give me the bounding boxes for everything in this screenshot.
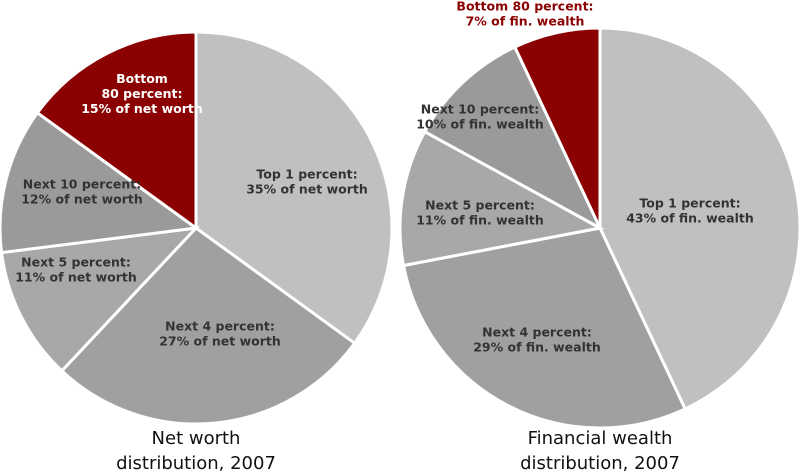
slice-label-1-2-line-1: 11% of fin. wealth xyxy=(416,213,544,228)
financial-wealth-title-line-2: distribution, 2007 xyxy=(520,453,680,473)
slice-label-1-0-line-0: Top 1 percent: xyxy=(639,196,740,211)
slice-label-1-4-line-0: Bottom 80 percent: xyxy=(456,0,593,14)
pie-slice-0-2 xyxy=(0,225,200,374)
slice-label-1-1-line-0: Next 4 percent: xyxy=(482,325,592,340)
pie-slice-1-3 xyxy=(422,45,604,232)
slice-label-0-3-line-1: 12% of net worth xyxy=(21,192,143,207)
pie-slice-1-4 xyxy=(512,26,602,229)
pie-slice-1-1 xyxy=(401,226,688,430)
financial-wealth-pie: Top 1 percent:43% of fin. wealth Next 4 p… xyxy=(398,0,800,430)
slice-label-0-4-line-1: 80 percent: xyxy=(101,86,182,101)
pie-slice-0-4 xyxy=(35,30,198,231)
net-worth-title-line-2: distribution, 2007 xyxy=(116,453,276,473)
pie-slice-1-2 xyxy=(398,129,605,268)
slice-label-0-4-line-0: Bottom xyxy=(116,71,168,86)
slice-label-0-2-line-0: Next 5 percent: xyxy=(21,255,131,270)
slice-label-1-3-line-1: 10% of fin. wealth xyxy=(416,117,544,132)
slice-label-0-1-line-1: 27% of net worth xyxy=(159,334,281,349)
net-worth-title-line-1: Net worth xyxy=(152,428,241,449)
slice-label-0-4-line-2: 15% of net worth xyxy=(81,101,203,116)
pie-slice-0-1 xyxy=(59,226,357,426)
slice-label-0-1-line-0: Next 4 percent: xyxy=(165,319,275,334)
pie-slice-0-0 xyxy=(194,30,394,346)
net-worth-pie: Top 1 percent:35% of net worth Next 4 per… xyxy=(0,30,394,426)
pie-slice-0-3 xyxy=(0,110,200,255)
slice-label-0-2-line-1: 11% of net worth xyxy=(15,270,137,285)
slice-label-1-0-line-1: 43% of fin. wealth xyxy=(626,211,754,226)
slice-label-0-0-line-1: 35% of net worth xyxy=(246,182,368,197)
slice-label-1-2-line-0: Next 5 percent: xyxy=(425,198,535,213)
slice-label-0-3-line-0: Next 10 percent: xyxy=(23,177,141,192)
slice-label-1-3-line-0: Next 10 percent: xyxy=(421,102,539,117)
slice-label-1-4-line-1: 7% of fin. wealth xyxy=(466,14,585,29)
pie-slice-1-0 xyxy=(598,26,800,411)
slice-label-0-0-line-0: Top 1 percent: xyxy=(256,167,357,182)
slice-label-1-1-line-1: 29% of fin. wealth xyxy=(473,340,601,355)
financial-wealth-title-line-1: Financial wealth xyxy=(528,428,673,449)
